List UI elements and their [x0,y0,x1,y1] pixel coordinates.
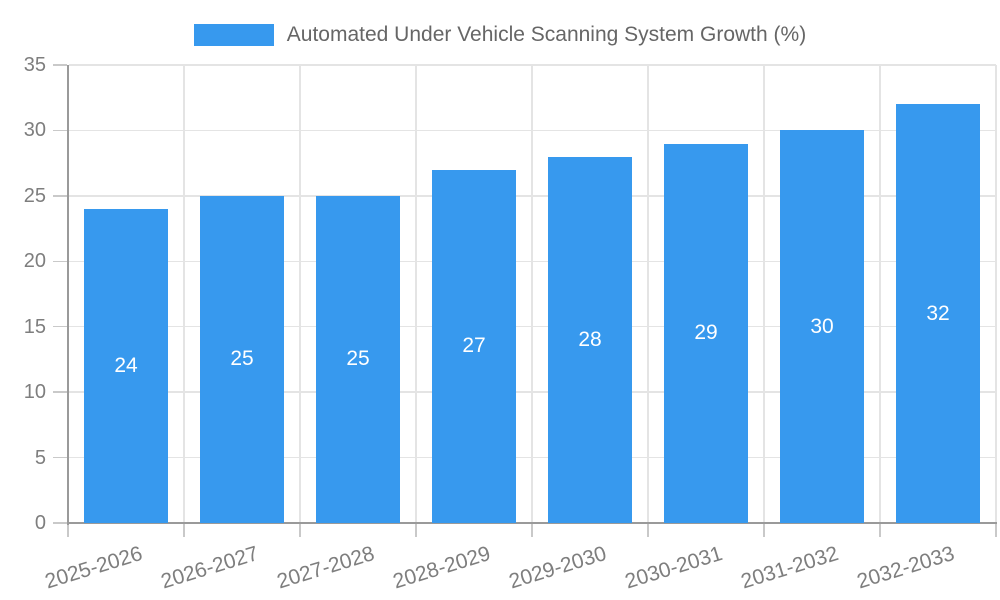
y-axis-tick [53,522,67,524]
y-tick-label: 20 [23,250,46,273]
gridline-vertical [647,65,649,523]
bar [664,143,748,523]
bar-value-label: 27 [462,334,486,358]
gridline-vertical [183,65,185,523]
y-tick-label: 25 [23,184,46,207]
x-axis-tick [183,524,185,537]
bar [316,195,400,523]
y-axis-tick [53,129,67,132]
x-tick-label: 2031-2032 [737,542,841,594]
gridline-vertical [879,65,881,523]
x-tick-label: 2032-2033 [853,542,957,594]
x-tick-label: 2028-2029 [389,542,493,594]
gridline-vertical [531,65,533,523]
bar-value-label: 28 [578,327,602,351]
y-axis-tick [53,391,67,393]
gridline-vertical [299,65,301,523]
x-axis-tick [299,524,301,537]
x-axis-tick [415,524,417,537]
bar [548,156,632,523]
y-tick-label: 5 [34,446,46,469]
bar-value-label: 24 [114,353,138,377]
bar-value-label: 25 [346,347,370,371]
chart-legend[interactable]: Automated Under Vehicle Scanning System … [0,22,1000,48]
x-tick-label: 2026-2027 [157,542,261,594]
bar [896,104,980,523]
x-axis-tick [647,524,649,537]
y-tick-label: 10 [23,381,46,404]
y-axis-tick [53,456,67,459]
y-tick-label: 15 [23,315,46,338]
x-tick-label: 2027-2028 [273,542,377,594]
x-axis-tick [763,524,765,537]
bar [432,169,516,523]
bar-value-label: 29 [694,321,718,345]
y-axis [67,65,69,525]
gridline-vertical [415,65,417,523]
y-tick-label: 35 [23,54,46,76]
x-tick-label: 2030-2031 [621,542,725,594]
bar-value-label: 30 [810,314,834,338]
gridline-vertical [995,65,997,523]
x-axis [67,522,997,524]
y-axis-tick [53,195,67,197]
x-tick-label: 2025-2026 [41,542,145,594]
bar-value-label: 25 [230,347,254,371]
y-tick-label: 30 [23,119,46,142]
x-axis-tick [995,524,997,537]
y-axis-tick [53,64,67,66]
x-axis-tick [67,524,69,537]
bar [84,208,168,523]
bar [200,195,284,523]
y-axis-tick [53,325,67,328]
x-axis-tick [879,524,881,537]
bar [780,130,864,523]
legend-swatch [193,24,274,46]
x-axis-tick [531,524,533,537]
y-tick-label: 0 [34,512,46,534]
x-tick-label: 2029-2030 [505,542,609,594]
gridline-vertical [763,65,765,523]
legend-label: Automated Under Vehicle Scanning System … [286,23,807,46]
y-axis-tick [53,260,67,263]
bar-value-label: 32 [926,301,950,325]
